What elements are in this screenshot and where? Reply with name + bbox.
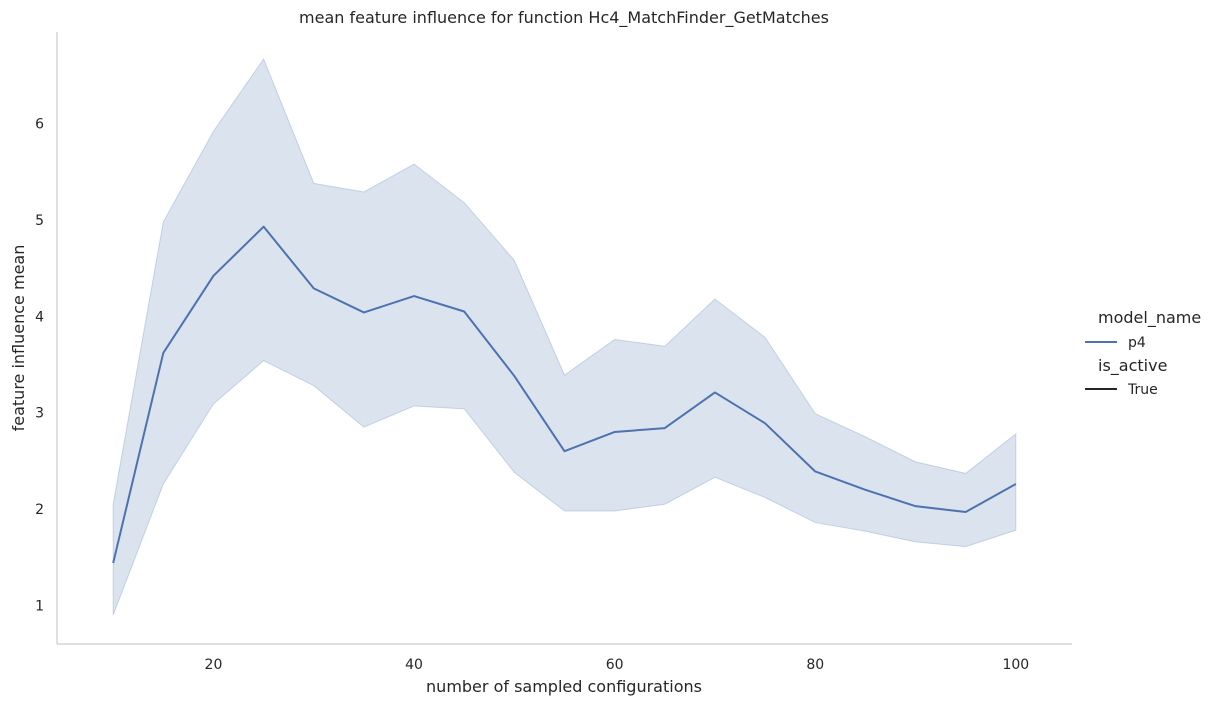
x-tick-labels: 20 40 60 80 100 xyxy=(205,657,1030,673)
x-tick-label: 100 xyxy=(1002,657,1029,673)
y-tick-label: 5 xyxy=(35,213,44,229)
y-tick-label: 1 xyxy=(35,598,44,614)
y-tick-label: 6 xyxy=(35,117,44,133)
chart-title: mean feature influence for function Hc4_… xyxy=(299,8,829,28)
legend-title-is-active: is_active xyxy=(1098,356,1167,376)
legend-title-model-name: model_name xyxy=(1098,308,1201,328)
y-tick-label: 3 xyxy=(35,406,44,422)
y-axis-label: feature influence mean xyxy=(9,245,28,432)
x-axis-label: number of sampled configurations xyxy=(426,677,702,696)
x-tick-label: 40 xyxy=(405,657,423,673)
y-tick-label: 4 xyxy=(35,309,44,325)
x-tick-label: 20 xyxy=(205,657,223,673)
x-tick-label: 80 xyxy=(806,657,824,673)
series-line-p4 xyxy=(112,225,1017,564)
y-tick-labels: 1 2 3 4 5 6 xyxy=(35,117,44,615)
confidence-band-p4 xyxy=(112,57,1017,616)
plot-area xyxy=(112,57,1017,616)
legend: model_name p4 is_active True xyxy=(1085,308,1201,398)
legend-label-true: True xyxy=(1127,382,1158,398)
x-tick-label: 60 xyxy=(606,657,624,673)
y-tick-label: 2 xyxy=(35,502,44,518)
legend-label-p4: p4 xyxy=(1128,335,1146,351)
